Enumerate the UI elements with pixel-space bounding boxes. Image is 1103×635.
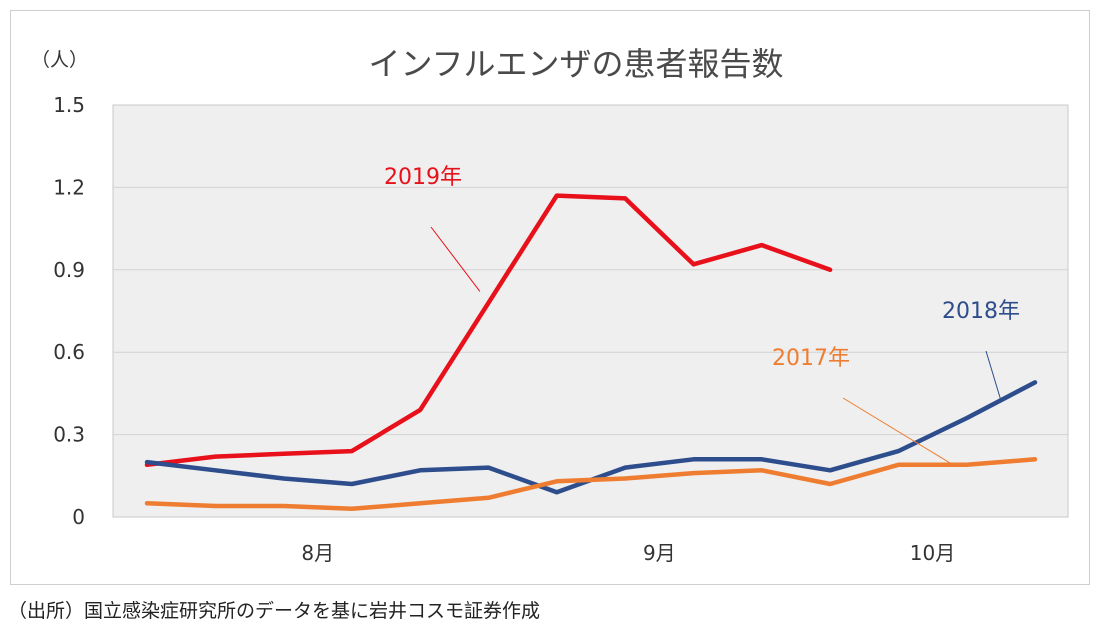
- y-tick-label: 0.9: [53, 258, 85, 282]
- chart-title: インフルエンザの患者報告数: [368, 45, 783, 83]
- y-axis-unit-label: （人）: [31, 49, 88, 71]
- annotation-label-2019: 2019年: [384, 165, 462, 190]
- annotation-leader-2018: [985, 350, 1002, 401]
- y-tick-label: 1.2: [53, 175, 85, 199]
- series-annotations: 2019年 2018年 2017年: [384, 165, 1020, 466]
- x-tick-label: 10月: [910, 541, 955, 565]
- line-chart: インフルエンザの患者報告数 （人） 0 0.3 0.6 0.9 1.2 1.5 8月 9月 1…: [31, 45, 1069, 565]
- series-lines: [144, 193, 1038, 512]
- series-line-2019: [144, 193, 833, 468]
- y-axis-ticks: 0 0.3 0.6 0.9 1.2 1.5: [53, 93, 85, 529]
- x-axis-ticks: 8月 9月 10月: [301, 541, 955, 565]
- y-tick-label: 0.3: [53, 423, 85, 447]
- annotation-leader-2017: [842, 397, 954, 466]
- annotation-label-2018: 2018年: [942, 299, 1020, 324]
- y-tick-label: 1.5: [53, 93, 85, 117]
- source-note: （出所）国立感染症研究所のデータを基に岩井コスモ証券作成: [8, 600, 541, 622]
- x-tick-label: 9月: [643, 541, 676, 565]
- grid-lines: [113, 186, 1068, 436]
- y-tick-label: 0.6: [53, 340, 85, 364]
- y-tick-label: 0: [72, 505, 85, 529]
- chart-frame: インフルエンザの患者報告数 （人） 0 0.3 0.6 0.9 1.2 1.5 8月 9月 1…: [10, 10, 1090, 585]
- annotation-leader-2019: [430, 226, 481, 292]
- annotation-label-2017: 2017年: [772, 346, 850, 371]
- x-tick-label: 8月: [301, 541, 334, 565]
- series-line-2017: [144, 457, 1038, 512]
